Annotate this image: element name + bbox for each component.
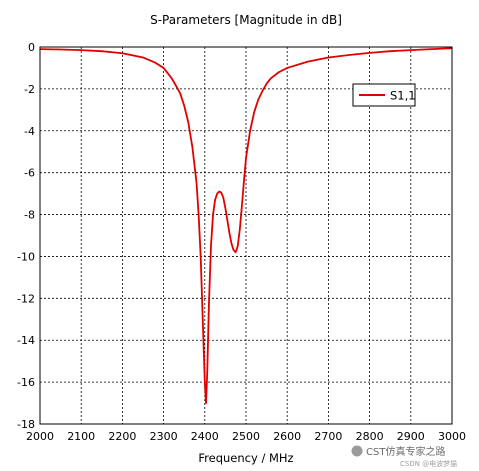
series-group [39, 47, 453, 404]
chart-title: S-Parameters [Magnitude in dB] [150, 13, 342, 27]
legend-label-s11: S1,1 [390, 89, 416, 103]
x-tick-label: 2200 [108, 430, 136, 443]
y-tick-label: -6 [24, 167, 35, 180]
watermark-subtext: CSDN @电波梦猫 [400, 459, 457, 468]
y-tick-label: -2 [24, 83, 35, 96]
watermark-text: CST仿真专家之路 [366, 445, 445, 458]
y-tick-label: -18 [17, 418, 35, 431]
grid-lines [40, 47, 452, 424]
y-tick-label: -4 [24, 125, 35, 138]
x-tick-label: 2500 [232, 430, 260, 443]
y-tick-label: -10 [17, 250, 35, 263]
x-tick-label: 2000 [26, 430, 54, 443]
y-axis-ticks: 0 -2 -4 -6 -8 -10 -12 -14 -16 -18 [17, 41, 35, 431]
x-tick-label: 2700 [314, 430, 342, 443]
plot-frame [39, 46, 453, 425]
x-tick-label: 2100 [67, 430, 95, 443]
x-tick-label: 2600 [273, 430, 301, 443]
x-axis-ticks: 2000 2100 2200 2300 2400 2500 2600 2700 2800 2900… [26, 430, 466, 443]
y-tick-label: -12 [17, 292, 35, 305]
y-tick-label: -14 [17, 334, 35, 347]
x-tick-label: 2900 [397, 430, 425, 443]
x-axis-label: Frequency / MHz [198, 451, 293, 465]
x-tick-label: 3000 [438, 430, 466, 443]
y-tick-label: -8 [24, 209, 35, 222]
y-tick-label: 0 [28, 41, 35, 54]
wechat-icon [351, 445, 363, 457]
watermark: CST仿真专家之路 CSDN @电波梦猫 [351, 445, 457, 468]
y-tick-label: -16 [17, 376, 35, 389]
series-line-s11 [39, 47, 453, 404]
x-tick-label: 2300 [150, 430, 178, 443]
legend[interactable]: S1,1 [352, 83, 416, 107]
x-tick-label: 2800 [356, 430, 384, 443]
x-tick-label: 2400 [191, 430, 219, 443]
